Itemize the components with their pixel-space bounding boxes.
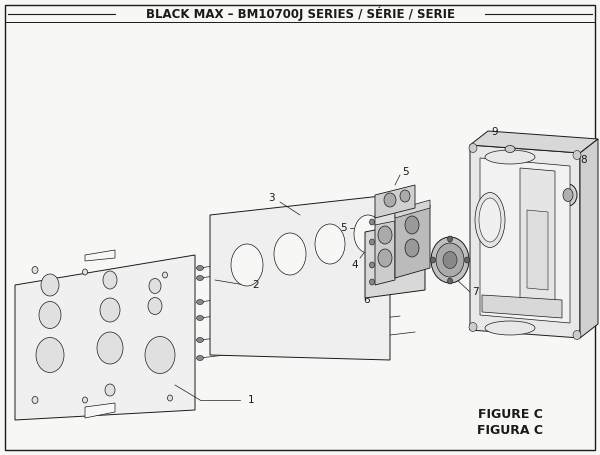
Ellipse shape: [197, 355, 203, 360]
Polygon shape: [15, 255, 195, 420]
Ellipse shape: [448, 278, 452, 284]
Ellipse shape: [573, 330, 581, 339]
Ellipse shape: [378, 226, 392, 244]
Text: 6: 6: [364, 295, 370, 305]
Ellipse shape: [197, 315, 203, 320]
Polygon shape: [470, 131, 598, 153]
Ellipse shape: [559, 184, 577, 206]
Ellipse shape: [103, 271, 117, 289]
Ellipse shape: [443, 252, 457, 268]
Polygon shape: [527, 210, 548, 290]
Text: 5: 5: [402, 167, 409, 177]
Text: 2: 2: [252, 280, 259, 290]
Ellipse shape: [436, 243, 464, 277]
Text: FIGURA C: FIGURA C: [477, 424, 543, 436]
Ellipse shape: [39, 302, 61, 329]
Ellipse shape: [405, 239, 419, 257]
Ellipse shape: [469, 323, 477, 332]
Ellipse shape: [315, 224, 345, 264]
Text: BLACK MAX – BM10700J SERIES / SÉRIE / SERIE: BLACK MAX – BM10700J SERIES / SÉRIE / SE…: [146, 7, 455, 21]
Text: 5: 5: [340, 223, 347, 233]
Polygon shape: [520, 168, 555, 302]
Ellipse shape: [469, 143, 477, 152]
Ellipse shape: [384, 193, 396, 207]
Ellipse shape: [400, 190, 410, 202]
Ellipse shape: [354, 215, 382, 253]
Polygon shape: [375, 215, 395, 285]
Ellipse shape: [145, 337, 175, 374]
Ellipse shape: [475, 192, 505, 248]
Ellipse shape: [370, 279, 374, 285]
Ellipse shape: [370, 262, 374, 268]
Polygon shape: [580, 139, 598, 338]
Polygon shape: [395, 205, 430, 278]
Ellipse shape: [505, 146, 515, 152]
Polygon shape: [470, 145, 580, 338]
Polygon shape: [480, 158, 570, 323]
Ellipse shape: [32, 396, 38, 404]
Ellipse shape: [36, 338, 64, 373]
Text: 3: 3: [268, 193, 275, 203]
Ellipse shape: [378, 249, 392, 267]
Ellipse shape: [431, 237, 469, 283]
Ellipse shape: [370, 239, 374, 245]
Ellipse shape: [573, 151, 581, 160]
Ellipse shape: [97, 332, 123, 364]
Ellipse shape: [231, 244, 263, 286]
Ellipse shape: [197, 338, 203, 343]
Ellipse shape: [149, 278, 161, 293]
Text: 7: 7: [472, 287, 479, 297]
Polygon shape: [375, 185, 415, 218]
Ellipse shape: [83, 269, 88, 275]
Text: 9: 9: [491, 127, 498, 137]
Polygon shape: [365, 220, 425, 298]
Ellipse shape: [448, 236, 452, 242]
Ellipse shape: [83, 397, 88, 403]
Ellipse shape: [464, 257, 470, 263]
Ellipse shape: [479, 198, 501, 242]
Text: 1: 1: [248, 395, 254, 405]
Ellipse shape: [163, 272, 167, 278]
Ellipse shape: [32, 267, 38, 273]
Ellipse shape: [405, 216, 419, 234]
Ellipse shape: [563, 188, 573, 202]
Ellipse shape: [100, 298, 120, 322]
Polygon shape: [375, 208, 410, 225]
Text: 4: 4: [352, 260, 358, 270]
Ellipse shape: [197, 266, 203, 271]
Ellipse shape: [431, 257, 436, 263]
Ellipse shape: [274, 233, 306, 275]
Ellipse shape: [41, 274, 59, 296]
Polygon shape: [85, 403, 115, 418]
Ellipse shape: [197, 275, 203, 280]
Ellipse shape: [167, 395, 173, 401]
Ellipse shape: [485, 150, 535, 164]
Ellipse shape: [370, 219, 374, 225]
Polygon shape: [85, 250, 115, 261]
Ellipse shape: [485, 321, 535, 335]
Polygon shape: [210, 195, 390, 360]
Polygon shape: [482, 295, 562, 318]
Text: 8: 8: [580, 155, 587, 165]
Polygon shape: [395, 200, 430, 218]
Ellipse shape: [105, 384, 115, 396]
Ellipse shape: [197, 299, 203, 304]
Text: FIGURE C: FIGURE C: [478, 409, 542, 421]
Ellipse shape: [148, 298, 162, 314]
